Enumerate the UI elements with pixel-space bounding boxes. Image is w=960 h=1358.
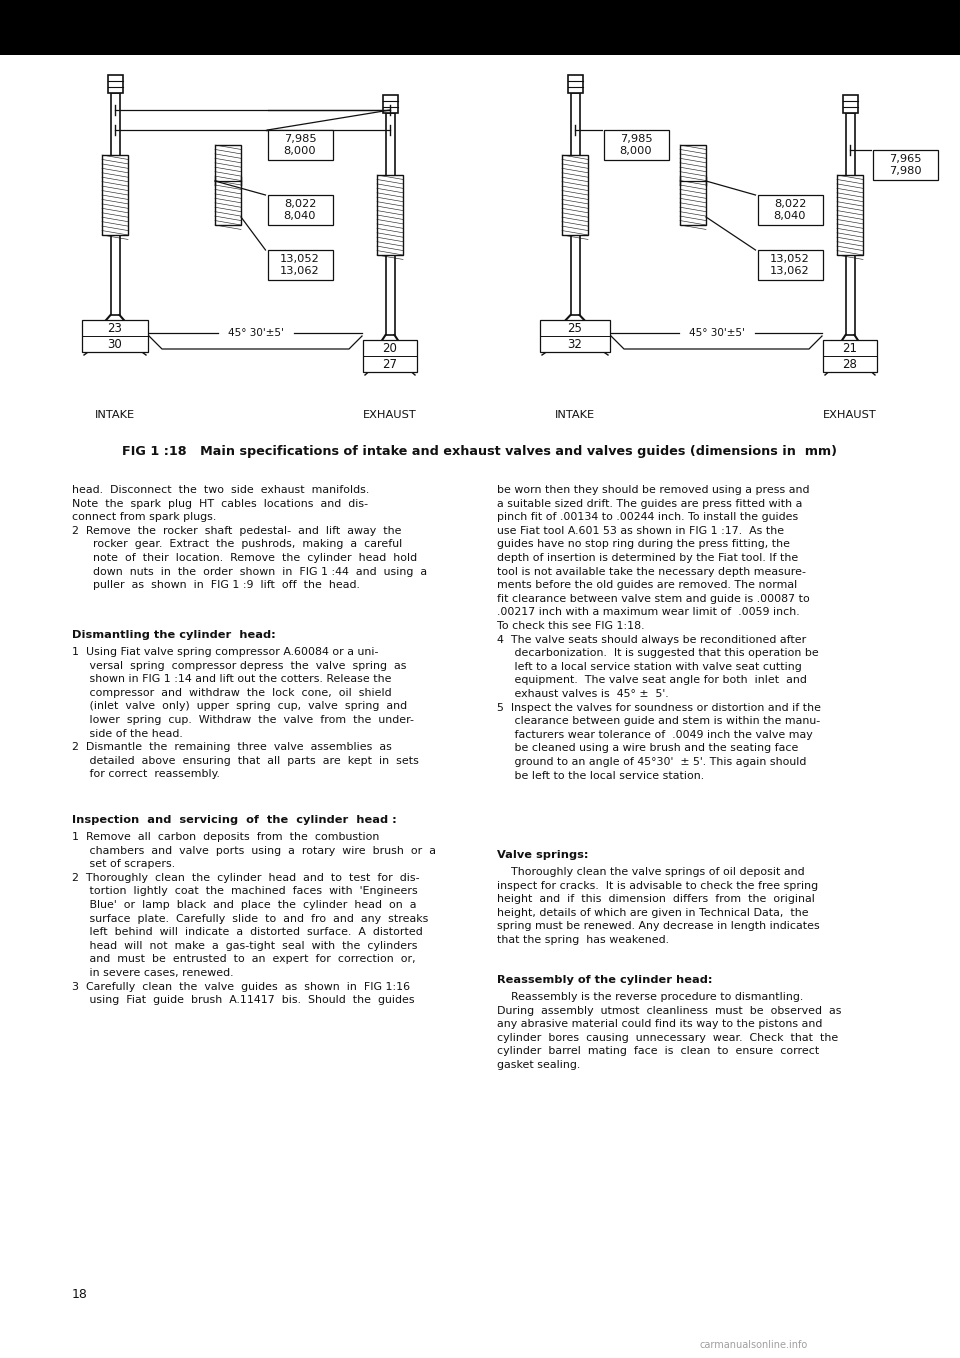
Text: EXHAUST: EXHAUST	[823, 410, 876, 420]
Bar	[873, 149, 938, 181]
Bar	[268, 250, 332, 280]
Bar	[215, 145, 241, 225]
Bar	[540, 320, 610, 352]
Text: 21: 21	[843, 341, 857, 354]
Bar	[268, 196, 332, 225]
Text: 7,965
7,980: 7,965 7,980	[889, 153, 922, 177]
Bar	[562, 155, 588, 235]
Text: 25: 25	[567, 322, 583, 334]
Bar	[102, 155, 128, 235]
Bar	[110, 92, 119, 315]
Bar	[108, 75, 123, 92]
Bar	[377, 175, 403, 255]
Bar	[837, 175, 863, 255]
Bar	[382, 95, 397, 113]
Bar	[843, 95, 857, 113]
Text: 1  Remove  all  carbon  deposits  from  the  combustion
     chambers  and  valv: 1 Remove all carbon deposits from the co…	[72, 832, 436, 1005]
Text: 30: 30	[108, 338, 122, 350]
Bar	[363, 340, 417, 372]
Bar	[215, 145, 241, 225]
Text: INTAKE: INTAKE	[555, 410, 595, 420]
Bar	[567, 75, 583, 92]
Text: 28: 28	[843, 357, 857, 371]
Bar	[837, 175, 863, 255]
Text: 45° 30'±5': 45° 30'±5'	[688, 329, 744, 338]
Text: 13,052
13,062: 13,052 13,062	[770, 254, 810, 276]
Text: head.  Disconnect  the  two  side  exhaust  manifolds.
Note  the  spark  plug  H: head. Disconnect the two side exhaust ma…	[72, 485, 427, 591]
Text: be worn then they should be removed using a press and
a suitable sized drift. Th: be worn then they should be removed usin…	[497, 485, 821, 781]
Text: 27: 27	[382, 357, 397, 371]
Bar	[102, 155, 128, 235]
Text: FIG 1 :18   Main specifications of intake and exhaust valves and valves guides (: FIG 1 :18 Main specifications of intake …	[123, 445, 837, 459]
Bar	[562, 155, 588, 235]
Bar	[680, 145, 706, 225]
Text: Reassembly is the reverse procedure to dismantling.
During  assembly  utmost  cl: Reassembly is the reverse procedure to d…	[497, 991, 842, 1070]
Bar	[268, 130, 332, 160]
Bar	[757, 196, 823, 225]
Bar	[680, 145, 706, 225]
Bar	[82, 320, 148, 352]
Text: Dismantling the cylinder  head:: Dismantling the cylinder head:	[72, 630, 276, 640]
Bar	[757, 250, 823, 280]
Bar	[846, 113, 854, 335]
Text: 7,985
8,000: 7,985 8,000	[620, 134, 652, 156]
Bar	[570, 92, 580, 315]
Text: carmanualsonline.info: carmanualsonline.info	[700, 1340, 808, 1350]
Bar	[823, 340, 877, 372]
Text: 20: 20	[383, 341, 397, 354]
Text: 8,022
8,040: 8,022 8,040	[774, 198, 806, 221]
Text: 7,985
8,000: 7,985 8,000	[284, 134, 316, 156]
Text: 8,022
8,040: 8,022 8,040	[284, 198, 316, 221]
Text: 1  Using Fiat valve spring compressor A.60084 or a uni-
     versal  spring  com: 1 Using Fiat valve spring compressor A.6…	[72, 646, 419, 779]
Text: 45° 30'±5': 45° 30'±5'	[228, 329, 283, 338]
Bar	[604, 130, 668, 160]
Text: Inspection  and  servicing  of  the  cylinder  head :: Inspection and servicing of the cylinder…	[72, 815, 396, 826]
Text: Valve springs:: Valve springs:	[497, 850, 588, 860]
Text: EXHAUST: EXHAUST	[363, 410, 417, 420]
Bar	[377, 175, 403, 255]
Text: 23: 23	[108, 322, 123, 334]
Text: 18: 18	[72, 1289, 88, 1301]
Text: Reassembly of the cylinder head:: Reassembly of the cylinder head:	[497, 975, 712, 985]
Text: INTAKE: INTAKE	[95, 410, 135, 420]
Text: 32: 32	[567, 338, 583, 350]
Text: Thoroughly clean the valve springs of oil deposit and
inspect for cracks.  It is: Thoroughly clean the valve springs of oi…	[497, 866, 820, 945]
Text: 13,052
13,062: 13,052 13,062	[280, 254, 320, 276]
Bar	[0, 0, 960, 56]
Bar	[386, 113, 395, 335]
